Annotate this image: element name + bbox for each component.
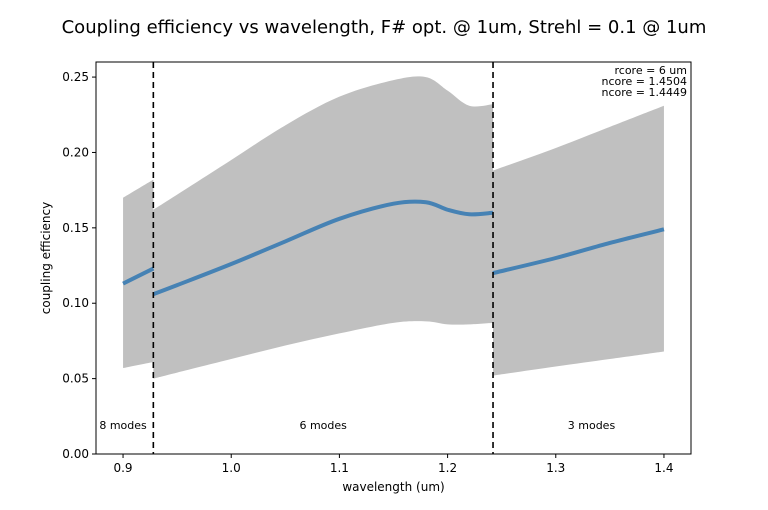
y-tick-label: 0.25 [62, 70, 89, 84]
annotation-text: ncore = 1.4449 [602, 86, 688, 99]
region-label: 3 modes [568, 419, 616, 432]
plot-frame [95, 61, 692, 455]
confidence-bands [123, 76, 664, 379]
annotation-text: ncore = 1.4504 [602, 75, 688, 88]
y-tick-label: 0.20 [62, 145, 89, 159]
x-tick-label: 1.4 [654, 461, 673, 475]
y-axis-label: coupling efficiency [39, 202, 53, 314]
mode-region-labels: 8 modes 6 modes 3 modes [99, 419, 615, 432]
x-axis-ticks: 0.9 1.0 1.1 1.2 1.3 1.4 [113, 454, 674, 475]
series-line-2 [152, 199, 494, 297]
band-3 [493, 105, 664, 376]
y-axis-ticks: 0.00 0.05 0.10 0.15 0.20 0.25 [62, 70, 96, 461]
x-tick-label: 1.3 [546, 461, 565, 475]
y-tick-label: 0.05 [62, 372, 89, 386]
x-tick-label: 0.9 [113, 461, 132, 475]
region-label: 8 modes [99, 419, 147, 432]
x-tick-label: 1.0 [222, 461, 241, 475]
series-line-3 [492, 227, 665, 276]
band-2 [153, 76, 494, 379]
region-label: 6 modes [299, 419, 347, 432]
y-tick-label: 0.10 [62, 296, 89, 310]
annotation-text: rcore = 6 um [615, 64, 688, 77]
chart-title: Coupling efficiency vs wavelength, F# op… [61, 17, 707, 38]
mode-cutoff-lines [152, 62, 494, 454]
x-tick-label: 1.1 [330, 461, 349, 475]
y-tick-label: 0.15 [62, 221, 89, 235]
series-lines [122, 199, 665, 297]
y-tick-label: 0.00 [62, 447, 89, 461]
x-axis-label: wavelength (um) [342, 480, 444, 494]
x-tick-label: 1.2 [438, 461, 457, 475]
series-line-1 [122, 266, 155, 286]
band-1 [123, 179, 154, 369]
